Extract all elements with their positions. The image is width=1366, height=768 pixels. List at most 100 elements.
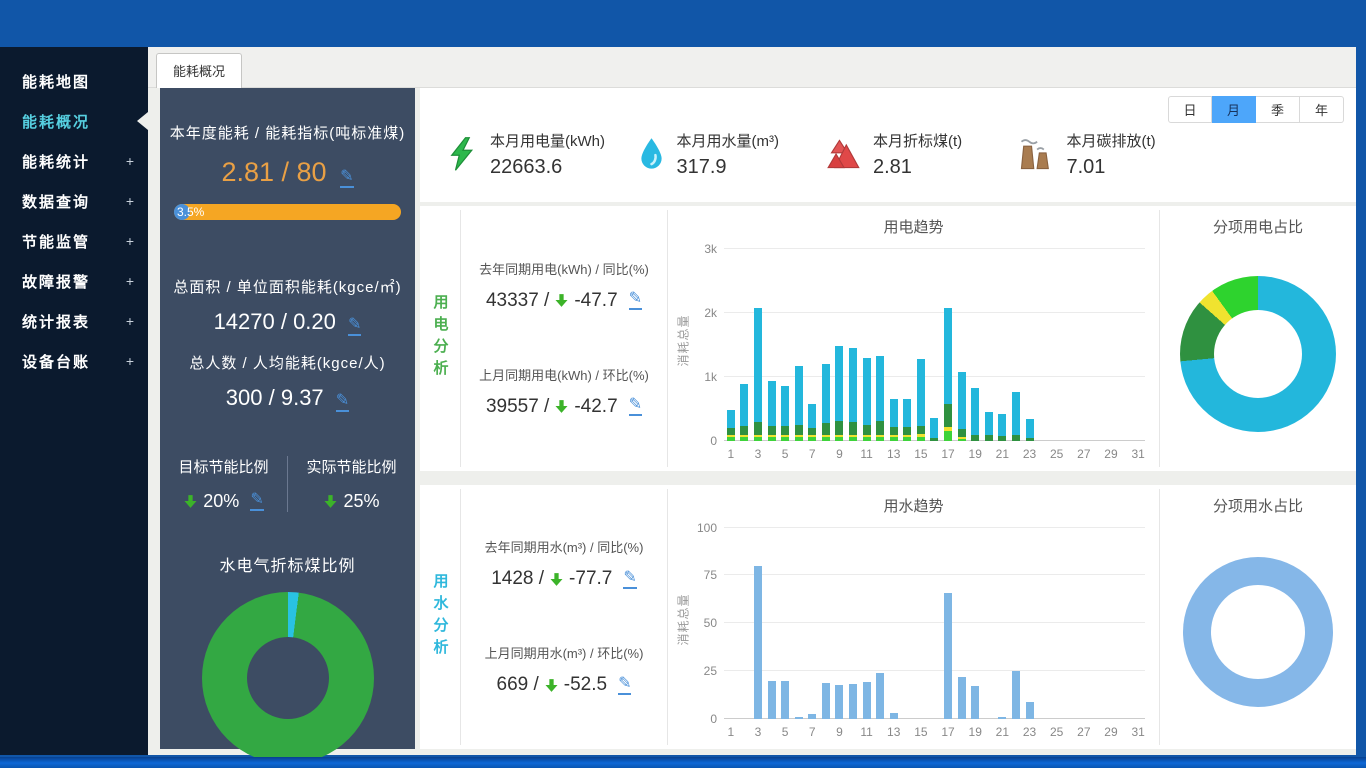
sidebar-item-energy-map[interactable]: 能耗地图 — [0, 61, 148, 101]
sidebar-item-statistical-report[interactable]: 统计报表 + — [0, 301, 148, 341]
annual-energy-label: 本年度能耗 / 能耗指标(吨标准煤) — [169, 125, 406, 142]
edit-icon[interactable]: ✎ — [618, 675, 632, 695]
water-yoy-number: 1428 / — [491, 568, 545, 590]
water-mom-value: 669 / -52.5 ✎ — [467, 674, 661, 696]
electricity-yoy-label: 去年同期用电(kWh) / 同比(%) — [479, 261, 649, 277]
per-capita-number: 300 / 9.37 — [225, 385, 324, 410]
electricity-mom-number: 39557 / — [485, 395, 550, 417]
expand-icon[interactable]: + — [125, 233, 134, 249]
electricity-mom-label: 上月同期用电(kWh) / 环比(%) — [479, 367, 649, 383]
stat-value: 22663.6 — [490, 155, 563, 178]
period-quarter-button[interactable]: 季 — [1256, 96, 1300, 123]
electricity-yoy-number: 43337 / — [485, 289, 550, 311]
factory-icon — [1020, 139, 1049, 170]
expand-icon[interactable]: + — [125, 193, 134, 209]
monthly-stats-card: 本月用电量(kWh) 22663.6 本月用水量(m³) 317.9 — [420, 88, 1356, 202]
water-yoy-delta: -77.7 — [569, 568, 613, 590]
divider — [460, 210, 461, 467]
divider — [460, 488, 461, 745]
water-drop-icon — [640, 138, 662, 169]
actual-saving-label: 实际节能比例 — [306, 459, 397, 476]
electricity-analysis-label: 用电分析 — [431, 294, 449, 383]
area-energy-label: 总面积 / 单位面积能耗(kgce/㎡) — [173, 279, 402, 296]
edit-icon[interactable]: ✎ — [340, 169, 354, 188]
target-saving-block: 目标节能比例 20% ✎ — [160, 456, 287, 512]
water-trend-chart: 用水趋势 消耗总量 0 25 50 75 100 1 3 5 7 9 11 13 15 17 19 21 23 25 2… — [676, 497, 1145, 739]
edit-icon[interactable]: ✎ — [628, 397, 643, 417]
divider — [667, 488, 668, 745]
summary-panel: 本年度能耗 / 能耗指标(吨标准煤) 2.81 / 80 ✎ 3.5% 总面积 … — [160, 88, 415, 764]
divider — [667, 210, 668, 467]
water-mom-number: 669 / — [496, 674, 539, 696]
stat-electricity: 本月用电量(kWh) 22663.6 — [448, 130, 638, 179]
sidebar-item-energy-statistics[interactable]: 能耗统计 + — [0, 141, 148, 181]
down-arrow-icon — [184, 495, 197, 508]
sidebar-item-label: 能耗地图 — [22, 73, 91, 91]
per-capita-label: 总人数 / 人均能耗(kgce/人) — [189, 355, 386, 372]
electricity-trend-chart: 用电趋势 消耗总量 0 1k 2k 3k 1 3 5 7 9 11 13 15 17 19 21 23 25 27 29… — [676, 219, 1145, 461]
water-analysis-label: 用水分析 — [431, 572, 449, 661]
edit-icon[interactable]: ✎ — [628, 291, 643, 311]
edit-icon[interactable]: ✎ — [623, 569, 637, 589]
period-year-button[interactable]: 年 — [1300, 96, 1344, 123]
divider — [1159, 210, 1160, 467]
expand-icon[interactable]: + — [125, 153, 134, 169]
sidebar-item-label: 设备台账 — [22, 353, 91, 371]
water-yoy-value: 1428 / -77.7 ✎ — [467, 568, 661, 590]
progress-knob — [174, 204, 190, 220]
expand-icon[interactable]: + — [125, 273, 134, 289]
down-arrow-icon — [550, 572, 563, 586]
mountain-icon — [827, 139, 860, 169]
down-arrow-icon — [555, 400, 568, 414]
down-arrow-icon — [324, 495, 337, 508]
tab-bar: 能耗概况 — [148, 47, 1356, 88]
sidebar-item-fault-alarm[interactable]: 故障报警 + — [0, 261, 148, 301]
annual-energy-value: 2.81 / 80 ✎ — [160, 157, 415, 188]
area-energy-value: 14270 / 0.20 ✎ — [160, 309, 415, 336]
sidebar-item-label: 节能监管 — [22, 233, 91, 251]
electricity-yoy-value: 43337 / -47.7 ✎ — [467, 290, 661, 312]
taskbar — [0, 757, 1366, 768]
stat-coal: 本月折标煤(t) 2.81 — [827, 130, 1017, 179]
sidebar-item-data-query[interactable]: 数据查询 + — [0, 181, 148, 221]
sidebar-item-energy-overview[interactable]: 能耗概况 — [0, 101, 148, 141]
active-indicator-arrow — [137, 112, 148, 130]
sidebar-item-energy-saving-supervision[interactable]: 节能监管 + — [0, 221, 148, 261]
stat-label: 本月用水量(m³) — [676, 132, 779, 150]
divider — [1159, 488, 1160, 745]
water-breakdown-donut: 分项用水占比 — [1160, 485, 1356, 750]
sidebar-item-label: 能耗统计 — [22, 153, 91, 171]
sidebar-item-equipment-ledger[interactable]: 设备台账 + — [0, 341, 148, 381]
stat-carbon: 本月碳排放(t) 7.01 — [1017, 130, 1207, 179]
edit-icon[interactable]: ✎ — [335, 393, 350, 412]
expand-icon[interactable]: + — [125, 353, 134, 369]
electricity-compare-stats: 去年同期用电(kWh) / 同比(%) 43337 / -47.7 ✎ 上月同期… — [461, 206, 667, 471]
area-energy-number: 14270 / 0.20 — [213, 309, 336, 334]
water-analysis-section: 用水分析 去年同期用水(m³) / 同比(%) 1428 / -77.7 ✎ — [420, 484, 1356, 750]
sidebar-item-label: 统计报表 — [22, 313, 91, 331]
stat-label: 本月碳排放(t) — [1066, 132, 1156, 150]
water-compare-stats: 去年同期用水(m³) / 同比(%) 1428 / -77.7 ✎ 上月同期用水… — [461, 485, 667, 750]
stat-water: 本月用水量(m³) 317.9 — [638, 130, 828, 179]
coal-ratio-donut — [160, 592, 415, 764]
stat-label: 本月用电量(kWh) — [490, 132, 605, 150]
expand-icon[interactable]: + — [125, 313, 134, 329]
electricity-breakdown-donut: 分项用电占比 — [1160, 206, 1356, 471]
electricity-mom-value: 39557 / -42.7 ✎ — [467, 396, 661, 418]
period-day-button[interactable]: 日 — [1168, 96, 1212, 123]
coal-ratio-title: 水电气折标煤比例 — [219, 558, 356, 575]
edit-icon[interactable]: ✎ — [250, 492, 264, 511]
per-capita-value: 300 / 9.37 ✎ — [160, 385, 415, 412]
edit-icon[interactable]: ✎ — [348, 317, 362, 336]
stat-value: 7.01 — [1066, 155, 1106, 178]
actual-saving-block: 实际节能比例 25% — [287, 456, 415, 512]
water-mom-delta: -52.5 — [563, 674, 608, 696]
progress-percent: 3.5% — [177, 205, 205, 219]
electricity-yoy-delta: -47.7 — [574, 289, 618, 311]
sidebar-item-label: 数据查询 — [22, 193, 91, 211]
target-saving-label: 目标节能比例 — [178, 459, 269, 476]
sidebar-item-label: 能耗概况 — [22, 113, 91, 131]
stat-label: 本月折标煤(t) — [873, 132, 963, 150]
tab-energy-overview[interactable]: 能耗概况 — [156, 53, 243, 88]
period-month-button[interactable]: 月 — [1212, 96, 1256, 123]
